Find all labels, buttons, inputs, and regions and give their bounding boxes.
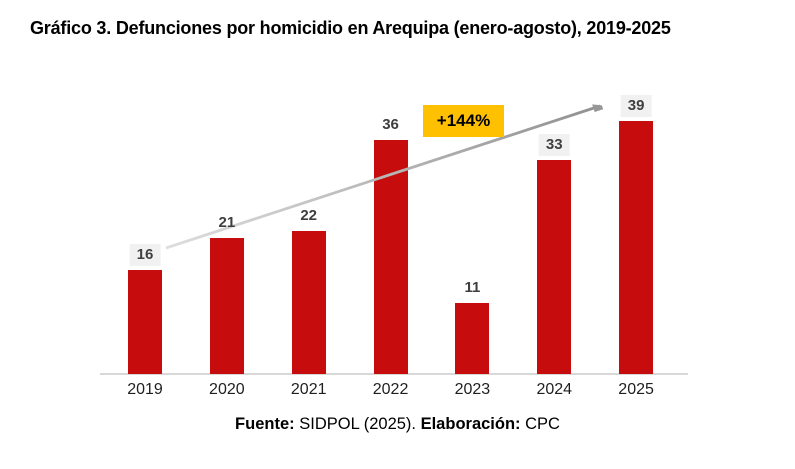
bar-value-label: 33 [538, 133, 570, 156]
bar-value-label: 11 [464, 278, 481, 296]
x-axis-label: 2025 [618, 381, 654, 398]
bar [291, 231, 326, 374]
x-axis-label: 2021 [290, 381, 327, 398]
bar-value-label: 16 [129, 244, 161, 266]
bar-value-label: 39 [620, 94, 652, 117]
bar-value-label: 36 [382, 116, 399, 133]
bar [537, 159, 572, 374]
x-axis-label: 2022 [372, 381, 409, 398]
fuente-label: Fuente: [235, 415, 295, 433]
bar [373, 140, 408, 374]
elaboracion-label: Elaboración: [420, 415, 521, 433]
page-title: Gráfico 3. Defunciones por homicidio en … [30, 18, 671, 38]
bar [455, 302, 490, 374]
x-axis-label: 2019 [127, 381, 163, 398]
x-axis-label: 2023 [454, 381, 491, 398]
x-axis-label: 2020 [209, 381, 245, 398]
elaboracion-value: CPC [520, 415, 560, 433]
bar [128, 270, 162, 374]
x-axis-line [100, 373, 688, 375]
bar [619, 120, 654, 374]
bar-value-label: 22 [300, 207, 318, 224]
source-note: Fuente: SIDPOL (2025). Elaboración: CPC [0, 415, 795, 434]
bar-value-label: 21 [218, 213, 236, 231]
growth-badge: +144% [423, 105, 504, 137]
fuente-value: SIDPOL (2025). [294, 415, 421, 433]
bar [209, 237, 244, 374]
x-axis-label: 2024 [536, 381, 573, 398]
